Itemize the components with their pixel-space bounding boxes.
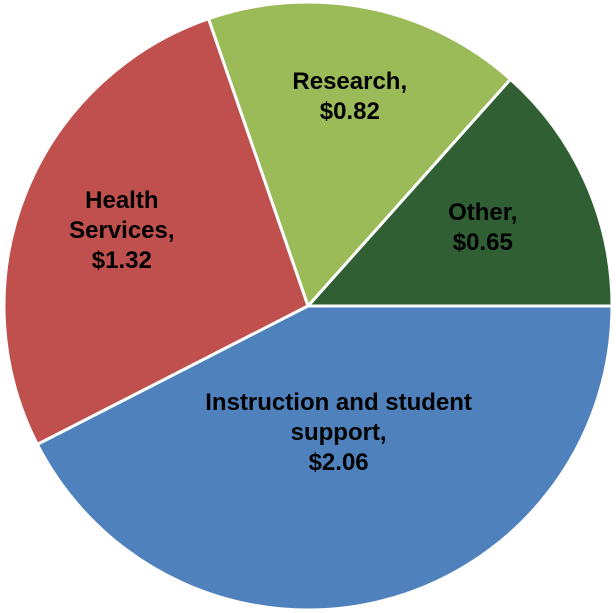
- value-label: $2.06: [308, 449, 369, 477]
- pie-slice: [206, 0, 513, 309]
- category-label: Research,: [292, 68, 408, 96]
- pie-slice: [2, 16, 310, 447]
- category-label: Instruction and student support,: [205, 389, 472, 447]
- value-label: $0.82: [319, 98, 380, 126]
- value-label: $1.32: [91, 247, 152, 275]
- slice-label: Other, $0.65: [413, 198, 553, 258]
- pie-slice: [35, 304, 614, 612]
- category-label: Health Services,: [69, 187, 175, 245]
- value-label: $0.65: [452, 228, 513, 256]
- category-label: Other,: [448, 198, 518, 226]
- slice-label: Research, $0.82: [270, 67, 430, 127]
- slice-label: Health Services, $1.32: [47, 186, 197, 276]
- pie-slice: [304, 77, 614, 308]
- slice-label: Instruction and student support, $2.06: [204, 388, 474, 478]
